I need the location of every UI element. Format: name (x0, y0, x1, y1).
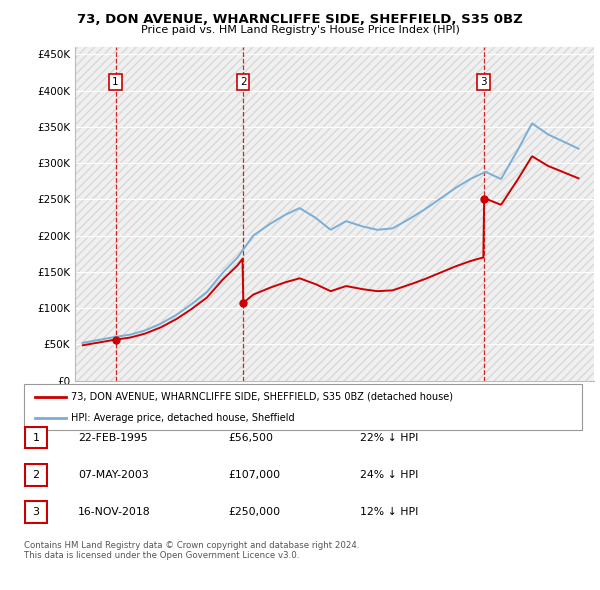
Text: 2: 2 (32, 470, 40, 480)
Text: 73, DON AVENUE, WHARNCLIFFE SIDE, SHEFFIELD, S35 0BZ: 73, DON AVENUE, WHARNCLIFFE SIDE, SHEFFI… (77, 12, 523, 26)
FancyBboxPatch shape (25, 502, 47, 523)
Text: 2: 2 (240, 77, 247, 87)
FancyBboxPatch shape (25, 464, 47, 486)
Text: 12% ↓ HPI: 12% ↓ HPI (360, 507, 418, 517)
Text: 1: 1 (32, 433, 40, 442)
Text: 3: 3 (32, 507, 40, 517)
Text: 22% ↓ HPI: 22% ↓ HPI (360, 433, 418, 442)
Text: 1: 1 (112, 77, 119, 87)
Text: 16-NOV-2018: 16-NOV-2018 (78, 507, 151, 517)
Text: 22-FEB-1995: 22-FEB-1995 (78, 433, 148, 442)
Text: £56,500: £56,500 (228, 433, 273, 442)
Text: 73, DON AVENUE, WHARNCLIFFE SIDE, SHEFFIELD, S35 0BZ (detached house): 73, DON AVENUE, WHARNCLIFFE SIDE, SHEFFI… (71, 392, 454, 402)
Text: 07-MAY-2003: 07-MAY-2003 (78, 470, 149, 480)
Text: £250,000: £250,000 (228, 507, 280, 517)
Text: This data is licensed under the Open Government Licence v3.0.: This data is licensed under the Open Gov… (24, 552, 299, 560)
Text: 3: 3 (480, 77, 487, 87)
Text: £107,000: £107,000 (228, 470, 280, 480)
Text: HPI: Average price, detached house, Sheffield: HPI: Average price, detached house, Shef… (71, 413, 295, 423)
Text: 24% ↓ HPI: 24% ↓ HPI (360, 470, 418, 480)
FancyBboxPatch shape (25, 427, 47, 448)
Text: Price paid vs. HM Land Registry's House Price Index (HPI): Price paid vs. HM Land Registry's House … (140, 25, 460, 35)
FancyBboxPatch shape (24, 384, 582, 430)
Text: Contains HM Land Registry data © Crown copyright and database right 2024.: Contains HM Land Registry data © Crown c… (24, 541, 359, 550)
